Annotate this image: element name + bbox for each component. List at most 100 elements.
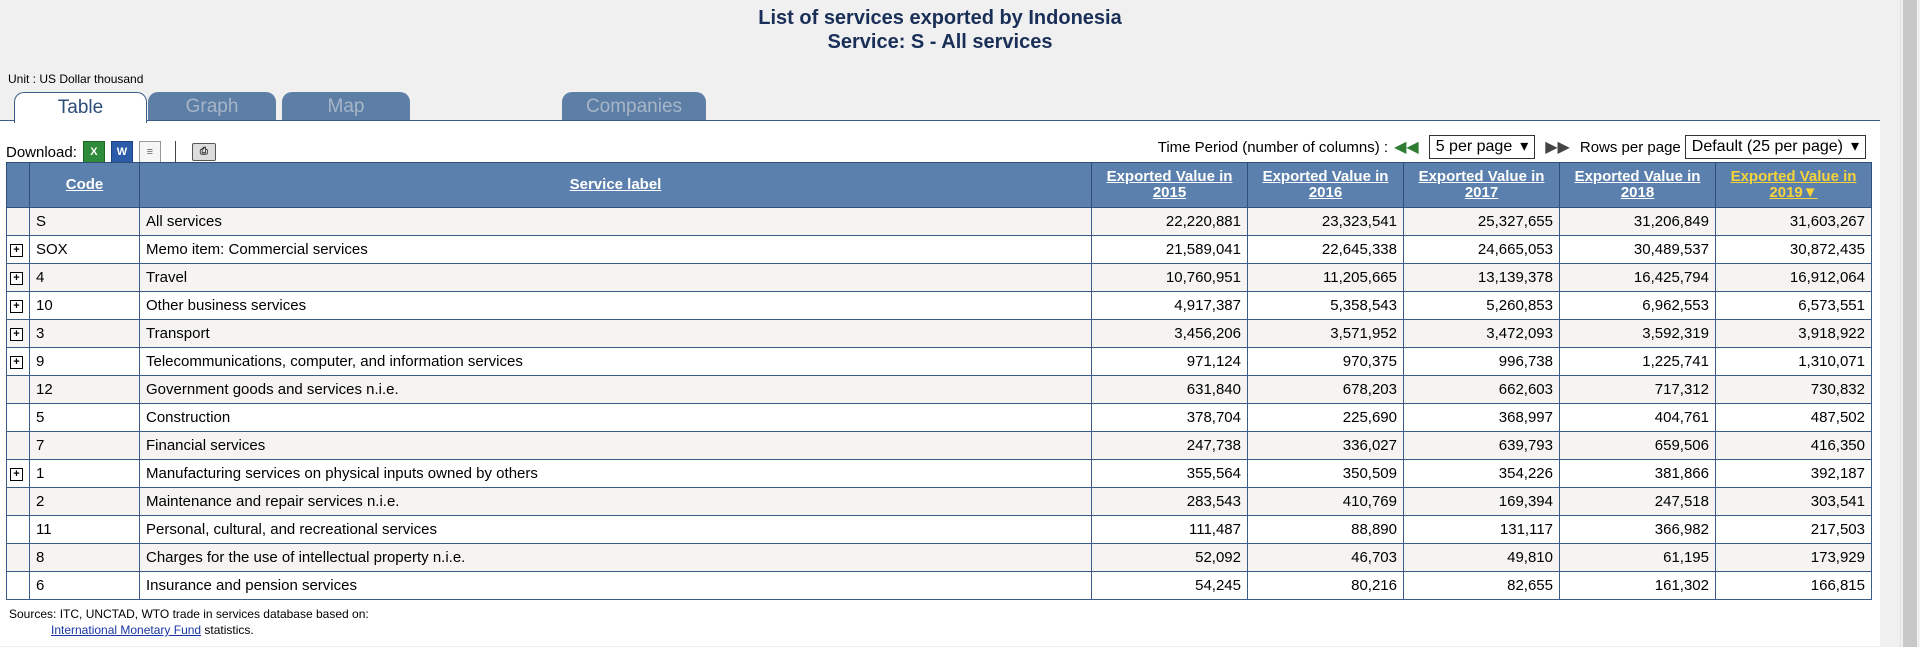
previous-period-icon[interactable]: ◀◀ [1394, 139, 1419, 156]
value-cell-2017: 24,665,053 [1403, 235, 1560, 264]
value-cell-2018: 61,195 [1559, 543, 1716, 572]
value-cell-2018: 6,962,553 [1559, 291, 1716, 320]
code-cell: 11 [29, 515, 140, 544]
value-cell-2015: 21,589,041 [1091, 235, 1248, 264]
value-cell-2016: 970,375 [1247, 347, 1404, 376]
table-row[interactable]: 11 Personal, cultural, and recreational s… [6, 515, 1872, 544]
page-subtitle: Service: S - All services [827, 31, 1053, 53]
text-file-icon[interactable]: ≡ [138, 141, 161, 163]
tab-map[interactable]: Map [282, 92, 410, 121]
value-cell-2019: 392,187 [1715, 459, 1872, 488]
scrollbar-thumb[interactable] [1903, 0, 1917, 647]
value-cell-2018: 659,506 [1559, 431, 1716, 460]
table-row[interactable]: +4 Travel 10,760,951 11,205,665 13,139,378 16… [6, 263, 1872, 292]
service-label-cell: Construction [139, 403, 1092, 432]
value-cell-2017: 662,603 [1403, 375, 1560, 404]
time-period-select[interactable]: 5 per page ▾ [1428, 135, 1536, 159]
value-cell-2015: 283,543 [1091, 487, 1248, 516]
imf-link[interactable]: International Monetary Fund [51, 623, 202, 637]
value-cell-2015: 22,220,881 [1091, 207, 1248, 236]
expand-icon[interactable]: + [10, 243, 23, 257]
expander-cell[interactable]: + [6, 347, 30, 376]
table-row[interactable]: +9 Telecommunications, computer, and info… [6, 347, 1872, 376]
service-label-cell: All services [139, 207, 1092, 236]
expand-icon[interactable]: + [10, 271, 23, 285]
value-cell-2017: 368,997 [1403, 403, 1560, 432]
value-cell-2017: 49,810 [1403, 543, 1560, 572]
value-cell-2018: 366,982 [1559, 515, 1716, 544]
service-label-cell: Memo item: Commercial services [139, 235, 1092, 264]
excel-icon[interactable]: X [82, 141, 105, 163]
value-cell-2019: 31,603,267 [1715, 207, 1872, 236]
value-2015-column-header[interactable]: Exported Value in 2015 [1091, 162, 1248, 208]
table-row[interactable]: 8 Charges for the use of intellectual pro… [6, 543, 1872, 572]
expander-cell[interactable]: + [6, 263, 30, 292]
value-cell-2018: 3,592,319 [1559, 319, 1716, 348]
tab-divider [0, 120, 1880, 121]
expander-cell[interactable]: + [6, 459, 30, 488]
print-icon[interactable]: ⎙ [191, 143, 216, 161]
value-cell-2016: 225,690 [1247, 403, 1404, 432]
expand-icon[interactable]: + [10, 299, 23, 313]
value-cell-2019: 173,929 [1715, 543, 1872, 572]
value-cell-2017: 3,472,093 [1403, 319, 1560, 348]
value-cell-2018: 30,489,537 [1559, 235, 1716, 264]
value-cell-2018: 161,302 [1559, 571, 1716, 600]
value-cell-2016: 23,323,541 [1247, 207, 1404, 236]
value-cell-2017: 131,117 [1403, 515, 1560, 544]
table-header-row: Code Service label Exported Value in 201… [6, 162, 1872, 208]
value-cell-2016: 11,205,665 [1247, 263, 1404, 292]
code-column-header[interactable]: Code [29, 162, 140, 208]
sources-link-line: International Monetary Fund statistics. [9, 622, 369, 638]
service-label-cell: Transport [139, 319, 1092, 348]
table-row[interactable]: +3 Transport 3,456,206 3,571,952 3,472,093 3,… [6, 319, 1872, 348]
table-row[interactable]: 7 Financial services 247,738 336,027 639,793… [6, 431, 1872, 460]
value-cell-2015: 52,092 [1091, 543, 1248, 572]
table-row[interactable]: 12 Government goods and services n.i.e. 63… [6, 375, 1872, 404]
service-label-cell: Telecommunications, computer, and inform… [139, 347, 1092, 376]
service-label-cell: Insurance and pension services [139, 571, 1092, 600]
tab-graph[interactable]: Graph [148, 92, 276, 121]
table-row[interactable]: 2 Maintenance and repair services n.i.e. 2… [6, 487, 1872, 516]
expand-icon[interactable]: + [10, 467, 23, 481]
value-2018-column-header[interactable]: Exported Value in 2018 [1559, 162, 1716, 208]
tab-companies[interactable]: Companies [562, 92, 706, 121]
table-row[interactable]: 5 Construction 378,704 225,690 368,997 404,76… [6, 403, 1872, 432]
table-row[interactable]: S All services 22,220,881 23,323,541 25,327,… [6, 207, 1872, 236]
expand-icon[interactable]: + [10, 327, 23, 341]
expander-cell[interactable]: + [6, 319, 30, 348]
word-icon[interactable]: W [110, 141, 133, 163]
service-label-column-header[interactable]: Service label [139, 162, 1092, 208]
table-row[interactable]: 6 Insurance and pension services 54,245 80,… [6, 571, 1872, 600]
expander-cell[interactable]: + [6, 235, 30, 264]
value-cell-2017: 5,260,853 [1403, 291, 1560, 320]
value-cell-2016: 350,509 [1247, 459, 1404, 488]
table-row[interactable]: + SOX Memo item: Commercial services 21,589… [6, 235, 1872, 264]
value-2016-column-header[interactable]: Exported Value in 2016 [1247, 162, 1404, 208]
value-cell-2015: 3,456,206 [1091, 319, 1248, 348]
chevron-down-icon: ▾ [1850, 138, 1859, 155]
expander-cell[interactable]: + [6, 291, 30, 320]
value-cell-2016: 88,890 [1247, 515, 1404, 544]
unit-label: Unit : US Dollar thousand [8, 72, 144, 86]
value-cell-2018: 717,312 [1559, 375, 1716, 404]
table-controls: Time Period (number of columns) : ◀◀ 5 p… [1158, 135, 1870, 159]
value-cell-2019: 487,502 [1715, 403, 1872, 432]
next-period-icon[interactable]: ▶▶ [1545, 139, 1570, 156]
table-row[interactable]: +10 Other business services 4,917,387 5,358… [6, 291, 1872, 320]
value-cell-2019: 303,541 [1715, 487, 1872, 516]
value-cell-2019: 217,503 [1715, 515, 1872, 544]
tab-table[interactable]: Table [14, 92, 147, 123]
rows-per-page-label: Rows per page [1579, 138, 1681, 156]
expand-icon[interactable]: + [10, 355, 23, 369]
value-cell-2019: 30,872,435 [1715, 235, 1872, 264]
table-row[interactable]: +1 Manufacturing services on physical inp… [6, 459, 1872, 488]
services-table: Code Service label Exported Value in 201… [6, 162, 1872, 600]
value-2019-column-header[interactable]: Exported Value in 2019▼ [1715, 162, 1872, 208]
code-cell: 10 [29, 291, 140, 320]
rows-per-page-select[interactable]: Default (25 per page) ▾ [1684, 135, 1866, 159]
time-period-label: Time Period (number of columns) : [1157, 138, 1389, 156]
value-cell-2019: 166,815 [1715, 571, 1872, 600]
value-cell-2019: 3,918,922 [1715, 319, 1872, 348]
value-2017-column-header[interactable]: Exported Value in 2017 [1403, 162, 1560, 208]
